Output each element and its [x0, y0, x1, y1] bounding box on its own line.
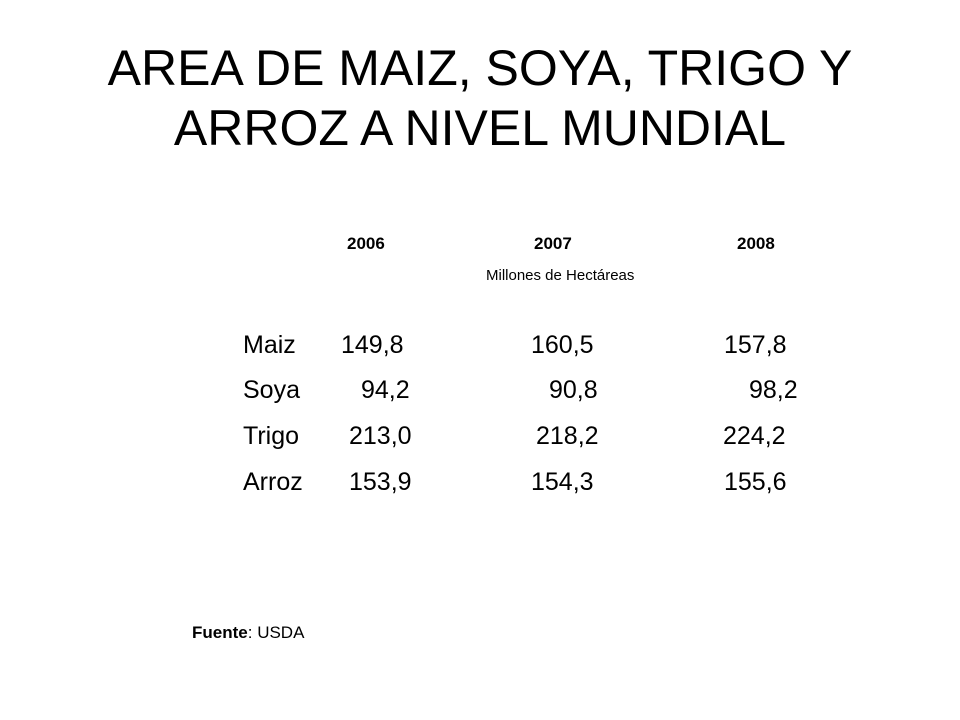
year-header-2006: 2006: [347, 234, 385, 253]
value-2006: 149,8: [341, 331, 404, 359]
value-2006: 94,2: [361, 376, 410, 404]
value-2006: 153,9: [349, 468, 412, 496]
title-line-2: ARROZ A NIVEL MUNDIAL: [173, 100, 787, 156]
year-header-2007: 2007: [534, 234, 572, 253]
value-2007: 160,5: [531, 331, 594, 359]
value-2007: 90,8: [549, 376, 598, 404]
value-2007: 154,3: [531, 468, 594, 496]
source-separator: :: [247, 623, 258, 642]
year-header-2008: 2008: [737, 234, 775, 253]
value-2008: 224,2: [723, 422, 786, 450]
unit-label: Millones de Hectáreas: [486, 267, 635, 284]
source-value: USDA: [257, 623, 305, 642]
source-note: Fuente: USDA: [192, 621, 304, 645]
page-title: AREA DE MAIZ, SOYA, TRIGO Y ARROZ A NIVE…: [0, 38, 960, 158]
source-label: Fuente: [192, 623, 248, 642]
table-row: Trigo 213,0 218,2 224,2: [0, 414, 960, 458]
crop-name: Arroz: [243, 468, 303, 496]
crop-name: Soya: [243, 376, 300, 404]
value-2007: 218,2: [536, 422, 599, 450]
title-line-1: AREA DE MAIZ, SOYA, TRIGO Y: [107, 40, 853, 96]
value-2008: 157,8: [724, 331, 787, 359]
crop-name: Trigo: [243, 422, 300, 450]
value-2008: 98,2: [749, 376, 798, 404]
value-2006: 213,0: [349, 422, 412, 450]
table-row: Maiz 149,8 160,5 157,8: [0, 323, 960, 367]
table-row: Soya 94,2 90,8 98,2: [0, 368, 960, 412]
value-2008: 155,6: [724, 468, 787, 496]
crop-name: Maiz: [243, 331, 296, 359]
table-row: Arroz 153,9 154,3 155,6: [0, 460, 960, 504]
